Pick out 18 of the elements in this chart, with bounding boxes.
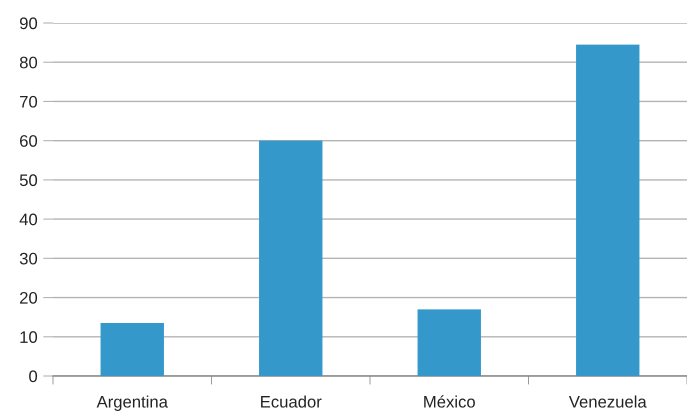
x-tick-label: México: [424, 395, 475, 408]
bar: [259, 140, 322, 376]
y-tick-label: 90: [20, 17, 38, 30]
y-tick-label: 10: [20, 331, 38, 343]
x-tick-label: Argentina: [96, 395, 168, 411]
y-tick-label: 30: [20, 252, 38, 265]
y-tick-label: 0: [29, 370, 38, 382]
bar: [100, 323, 164, 376]
y-tick-label: 50: [20, 174, 38, 186]
y-tick-label: 60: [20, 135, 38, 147]
y-tick-label: 20: [20, 292, 38, 304]
x-tick-label: Venezuela: [568, 395, 647, 408]
y-tick-label: 40: [20, 214, 38, 226]
y-tick-label: 70: [20, 96, 38, 108]
bar: [418, 309, 481, 376]
y-tick-label: 80: [20, 56, 38, 68]
bar: [576, 44, 640, 376]
x-tick-label: Ecuador: [261, 395, 322, 408]
